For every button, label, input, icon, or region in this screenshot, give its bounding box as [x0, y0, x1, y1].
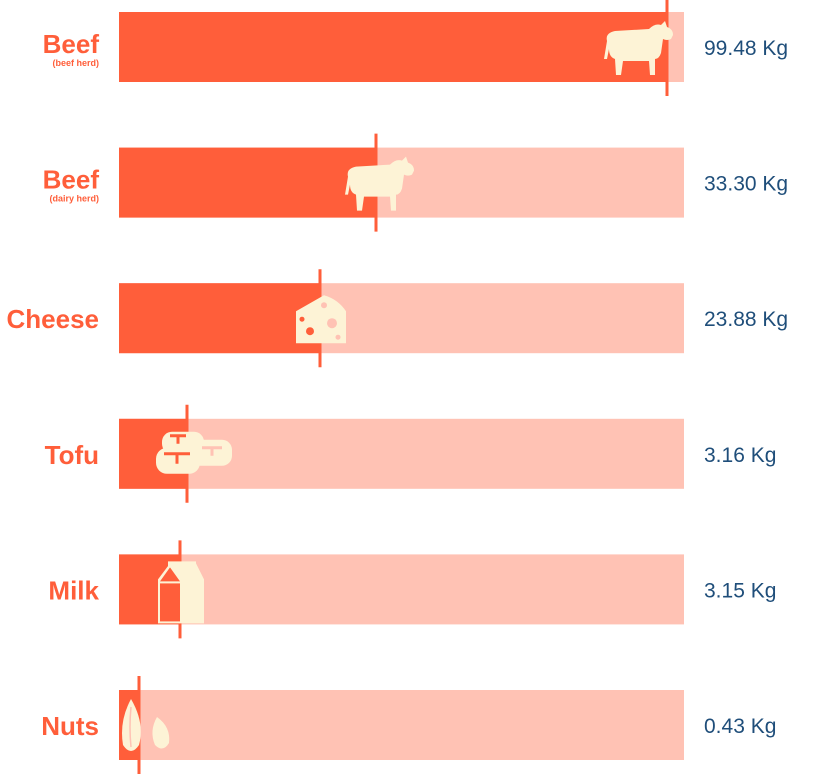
bar-row: Beef(beef herd) 99.48 Kg [43, 0, 788, 96]
bar-fill [119, 147, 376, 218]
bar-fill [119, 283, 320, 354]
category-sublabel: (beef herd) [52, 58, 99, 68]
category-label: Beef [43, 165, 100, 195]
cow-icon [345, 156, 414, 211]
milk-carton-icon [158, 561, 204, 624]
bar-row: Milk 3.15 Kg [48, 540, 776, 639]
value-label: 3.16 Kg [704, 444, 776, 467]
value-label: 33.30 Kg [704, 173, 788, 196]
bar-track [119, 690, 684, 760]
bar-row: Cheese 23.88 Kg [7, 269, 788, 368]
bar-row: Tofu 3.16 Kg [45, 404, 776, 503]
bar-row: Nuts 0.43 Kg [41, 676, 776, 774]
bar-fill [119, 12, 667, 82]
almond-icon [122, 699, 170, 751]
cheese-icon [296, 295, 346, 344]
category-sublabel: (dairy herd) [49, 194, 99, 204]
category-label: Cheese [7, 304, 100, 334]
category-label: Nuts [41, 711, 99, 741]
tofu-icon [156, 431, 232, 474]
bar-row: Beef(dairy herd) 33.30 Kg [43, 133, 788, 232]
category-label: Beef [43, 29, 100, 59]
value-label: 23.88 Kg [704, 308, 788, 331]
cow-icon [604, 21, 673, 75]
value-label: 0.43 Kg [704, 715, 776, 738]
category-label: Milk [48, 575, 99, 605]
category-label: Tofu [45, 440, 99, 470]
value-label: 99.48 Kg [704, 37, 788, 60]
value-label: 3.15 Kg [704, 579, 776, 602]
bar-track [119, 554, 684, 625]
